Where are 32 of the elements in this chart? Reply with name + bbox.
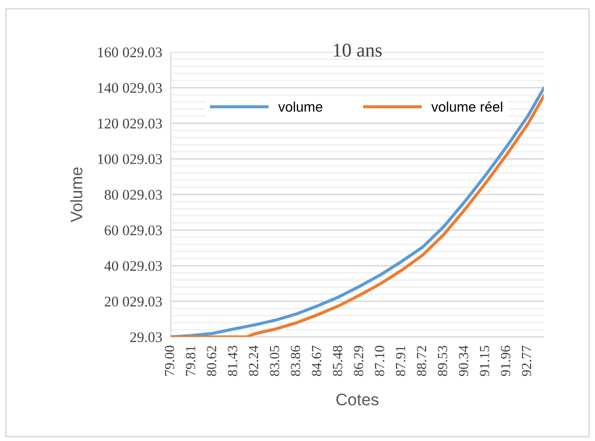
x-tick-label: 82.24 [248, 345, 258, 376]
y-axis-title: Volume [70, 167, 82, 222]
chart-title: 10 ans [334, 44, 382, 57]
x-tick-label: 84.67 [312, 346, 322, 376]
y-tick-label: 100 029.03 [98, 154, 162, 164]
x-tick-label: 91.15 [480, 346, 490, 376]
y-tick-label: 80 029.03 [104, 190, 162, 200]
y-tick-label: 160 029.03 [98, 47, 162, 58]
y-tick-label: 60 029.03 [104, 225, 162, 236]
x-tick-label: 88.72 [416, 346, 426, 376]
y-tick-label: 120 029.03 [98, 118, 162, 129]
x-tick-label: 91.96 [500, 346, 510, 376]
y-tick-label: 29.03 [130, 332, 162, 342]
x-tick-label: 83.86 [290, 346, 300, 376]
y-tick-label: 40 029.03 [104, 261, 162, 271]
x-tick-label: 87.10 [374, 346, 384, 376]
x-tick-label: 87.91 [396, 346, 406, 376]
x-tick-label: 80.62 [206, 346, 216, 376]
x-axis-title: Cotes [336, 394, 378, 406]
x-tick-label: 92.77 [522, 346, 532, 376]
x-tick-label: 83.05 [270, 346, 280, 376]
legend-label: volume réel [431, 101, 502, 112]
x-tick-label: 90.34 [458, 345, 468, 376]
y-tick-label: 140 029.03 [98, 83, 162, 93]
x-tick-label: 85.48 [332, 346, 342, 376]
x-tick-label: 86.29 [354, 346, 364, 376]
x-tick-label: 89.53 [438, 346, 448, 376]
x-tick-label: 81.43 [228, 346, 238, 376]
y-tick-label: 20 029.03 [104, 296, 162, 307]
x-tick-label: 79.81 [186, 346, 196, 376]
legend-label: volume [278, 102, 322, 112]
x-tick-label: 79.00 [164, 346, 174, 376]
